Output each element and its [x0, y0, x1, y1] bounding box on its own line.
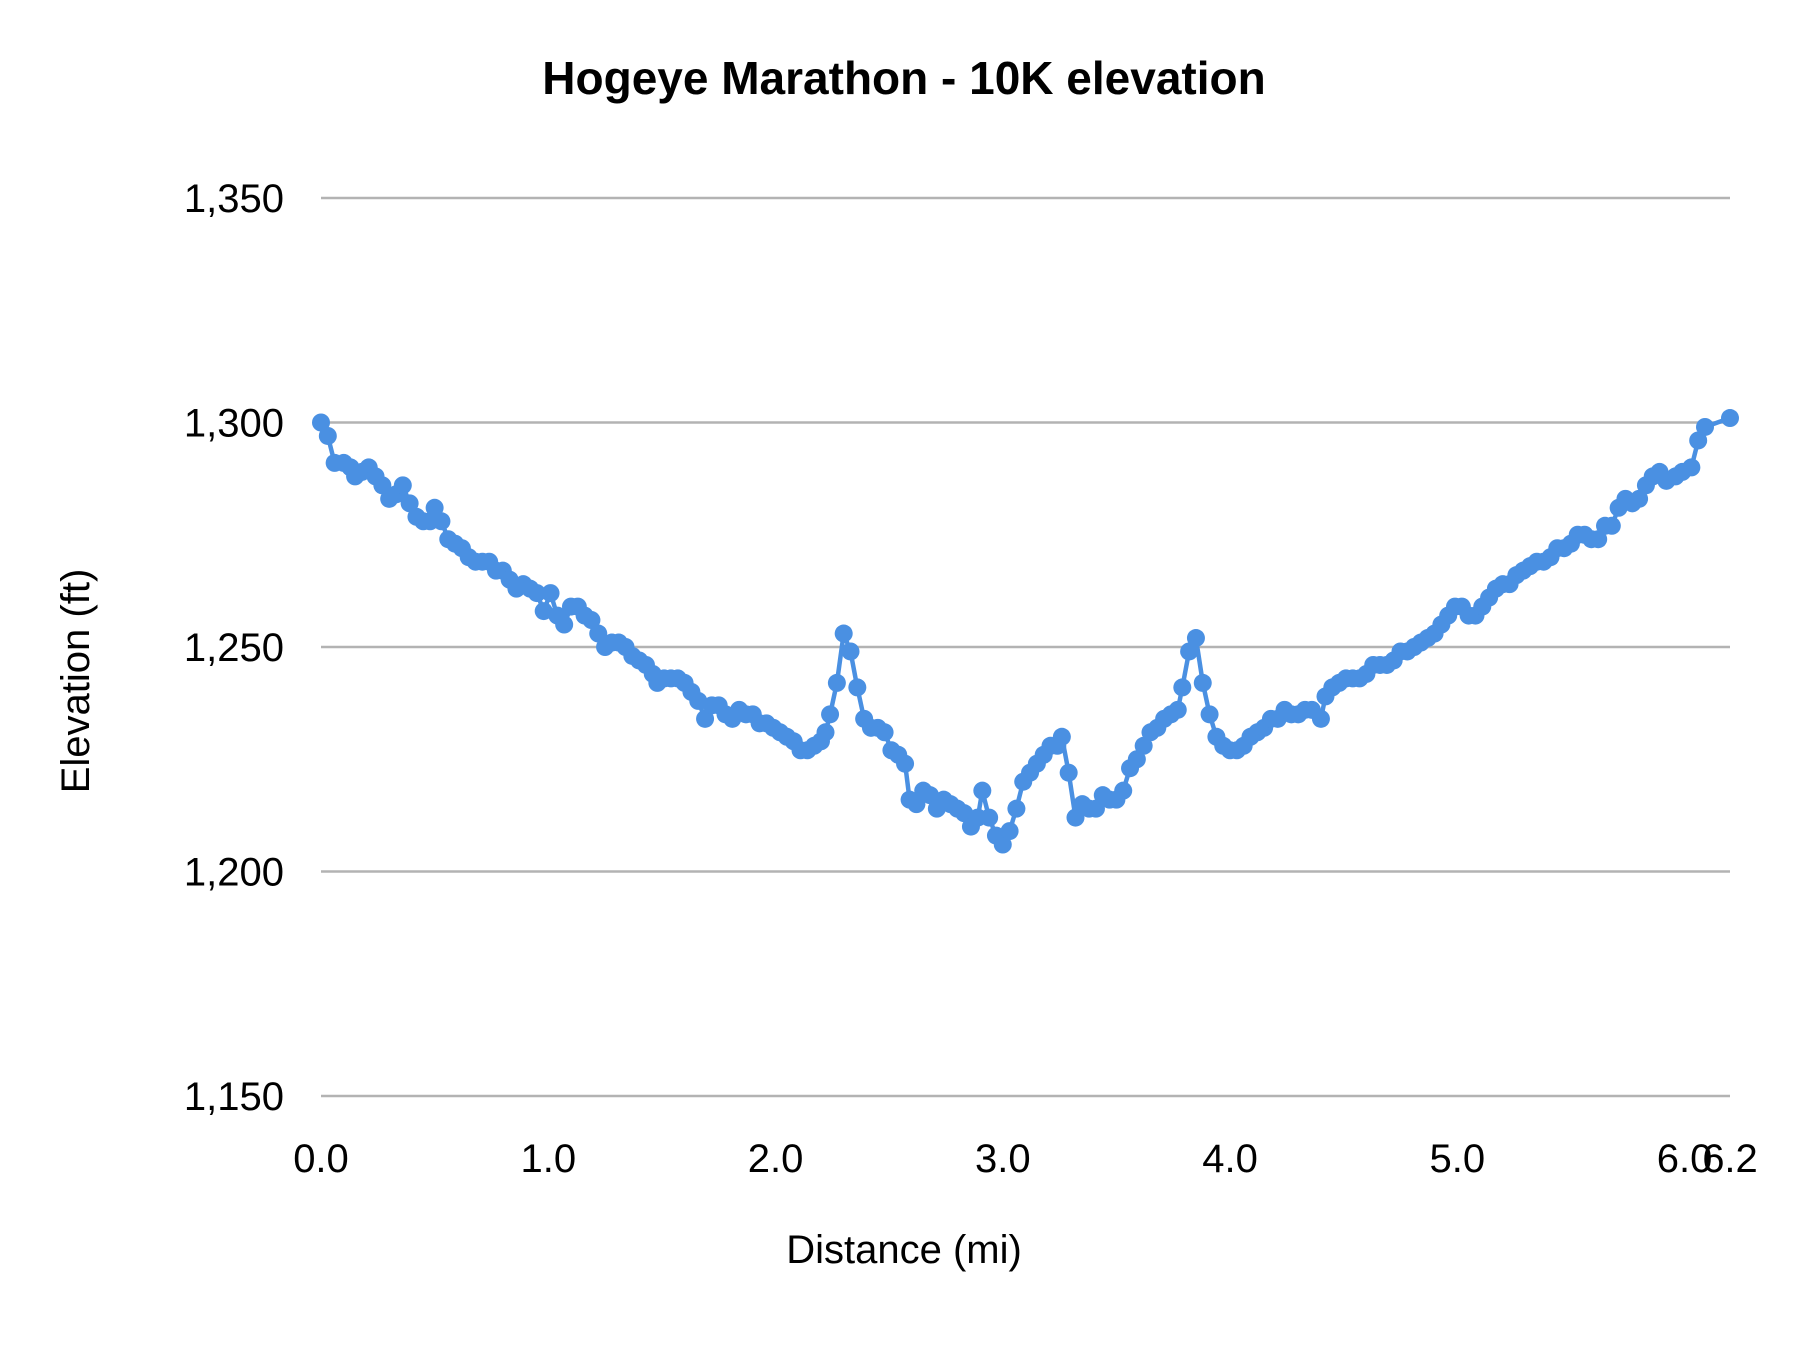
- data-point: [555, 615, 574, 634]
- data-point: [541, 584, 560, 603]
- data-point: [1630, 489, 1649, 508]
- data-point: [834, 624, 853, 643]
- data-point: [696, 709, 715, 728]
- data-point: [921, 786, 940, 805]
- data-point: [1007, 799, 1026, 818]
- data-point: [1173, 678, 1192, 697]
- data-point: [1721, 409, 1739, 428]
- data-point: [432, 512, 451, 531]
- data-point: [373, 476, 392, 495]
- data-point: [1052, 727, 1071, 746]
- data-point: [318, 426, 337, 445]
- data-point: [1180, 642, 1199, 661]
- data-point: [1589, 530, 1608, 549]
- x-tick-label: 4.0: [1202, 1137, 1258, 1181]
- x-axis-ticks: 0.0 1.0 2.0 3.0 4.0 5.0 6.06.2: [293, 1137, 1758, 1181]
- data-point: [1127, 750, 1146, 769]
- data-point: [1114, 781, 1133, 800]
- data-point: [980, 808, 999, 827]
- y-tick-label: 1,150: [184, 1075, 284, 1119]
- data-point: [393, 476, 412, 495]
- data-point: [973, 781, 992, 800]
- x-tick-label: 1.0: [520, 1137, 576, 1181]
- data-point: [821, 705, 840, 724]
- data-point: [1066, 808, 1085, 827]
- data-point: [1086, 799, 1105, 818]
- y-tick-label: 1,250: [184, 626, 284, 670]
- data-point: [1311, 709, 1330, 728]
- data-point: [1682, 458, 1701, 477]
- data-point: [527, 584, 546, 603]
- y-tick-label: 1,350: [184, 177, 284, 221]
- data-point: [907, 795, 926, 814]
- data-point: [689, 691, 708, 710]
- data-point: [1000, 822, 1019, 841]
- data-point: [1059, 763, 1078, 782]
- x-axis-label: Distance (mi): [786, 1228, 1022, 1272]
- data-point: [1200, 705, 1219, 724]
- data-point: [1689, 431, 1708, 450]
- data-point: [1602, 516, 1621, 535]
- data-point: [896, 754, 915, 773]
- data-point: [589, 624, 608, 643]
- data-point: [1168, 700, 1187, 719]
- data-point: [1696, 417, 1715, 436]
- data-point: [993, 835, 1012, 854]
- data-point: [841, 642, 860, 661]
- data-point: [582, 611, 601, 630]
- x-tick-label: 3.0: [975, 1137, 1031, 1181]
- chart-title: Hogeye Marathon - 10K elevation: [542, 52, 1265, 104]
- data-point: [875, 723, 894, 742]
- y-tick-label: 1,300: [184, 402, 284, 446]
- data-point: [1134, 736, 1153, 755]
- x-tick-label: 2.0: [748, 1137, 804, 1181]
- data-point: [848, 678, 867, 697]
- data-point: [816, 723, 835, 742]
- data-point: [1193, 673, 1212, 692]
- y-axis-label: Elevation (ft): [54, 569, 98, 794]
- x-tick-label: 0.0: [293, 1137, 349, 1181]
- data-point: [955, 804, 974, 823]
- x-tick-label: 5.0: [1429, 1137, 1485, 1181]
- data-point: [425, 498, 444, 517]
- elevation-series: [312, 409, 1739, 854]
- y-axis-ticks: 1,150 1,200 1,250 1,300 1,350: [184, 177, 284, 1119]
- x-tick-label: 6.2: [1702, 1137, 1758, 1181]
- data-point: [1186, 629, 1205, 648]
- y-tick-label: 1,200: [184, 851, 284, 895]
- data-point: [827, 673, 846, 692]
- data-point: [400, 494, 419, 513]
- data-point: [534, 602, 553, 621]
- gridlines: [321, 196, 1730, 1098]
- data-point: [312, 413, 330, 432]
- x-tick-label: 6.0: [1657, 1137, 1713, 1181]
